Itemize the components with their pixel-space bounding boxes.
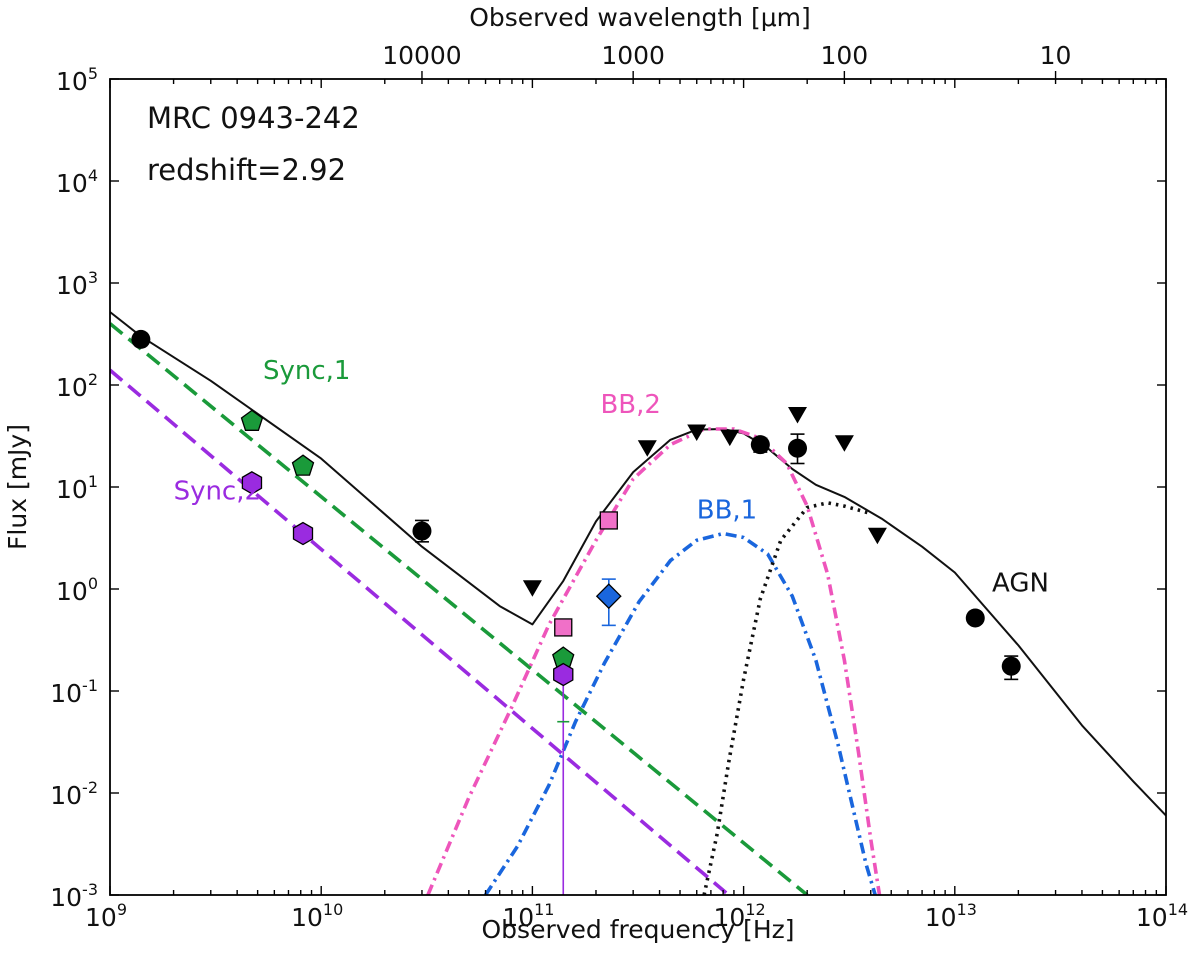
y-tick-exponent: -3 [82, 880, 98, 899]
upper-limits-marker [522, 580, 542, 597]
x-tick-label: 1014 [1136, 900, 1188, 932]
upper-limits-marker [687, 424, 707, 441]
sync-1-points-marker [240, 409, 264, 431]
x-tick-exponent: 10 [323, 900, 343, 919]
series-label-sync-1: Sync,1 [263, 356, 350, 386]
top-x-axis-label: Observed wavelength [μm] [469, 3, 811, 32]
detections-marker [1001, 656, 1021, 676]
x-tick-base: 10 [1136, 903, 1168, 932]
y-tick-exponent: 2 [88, 370, 98, 389]
series-line-sync-1 [110, 322, 809, 895]
x-tick-exponent: 13 [957, 900, 977, 919]
x-tick-base: 10 [502, 903, 534, 932]
y-axis-label: Flux [mJy] [3, 424, 32, 550]
x-tick-label: 1013 [925, 900, 977, 932]
y-tick-label: 102 [56, 370, 98, 402]
y-tick-base: 10 [56, 475, 88, 504]
upper-limits-marker [637, 440, 657, 457]
y-tick-base: 10 [56, 67, 88, 96]
sync-2-points-marker [553, 662, 574, 687]
axis-ticks: 109 1010 1011 1012 1013 101410-310-210-110010… [50, 41, 1188, 932]
y-tick-exponent: 4 [88, 166, 98, 185]
bb-2-points-marker [599, 511, 618, 530]
detections-marker [788, 438, 808, 458]
x-tick-label: 1011 [502, 900, 554, 932]
chart-title: MRC 0943-242 [147, 101, 360, 135]
bb-1-points-marker [595, 583, 622, 610]
upper-limits-marker [834, 435, 854, 452]
upper-limits-marker [720, 429, 740, 447]
top-tick-label: 10000 [382, 41, 462, 70]
y-tick-label: 105 [56, 64, 98, 96]
x-tick-exponent: 12 [745, 900, 765, 919]
x-tick-exponent: 14 [1168, 900, 1188, 919]
detections-marker [131, 329, 151, 349]
y-tick-base: 10 [56, 169, 88, 198]
y-tick-exponent: -2 [82, 778, 98, 797]
y-tick-base: 10 [50, 883, 82, 912]
x-tick-base: 10 [925, 903, 957, 932]
bb-2-points-marker [554, 618, 573, 637]
y-tick-base: 10 [50, 781, 82, 810]
x-tick-label: 1010 [291, 900, 343, 932]
series-label-sync-2: Sync,2 [174, 477, 261, 507]
sync-2-points-marker [292, 521, 314, 546]
upper-limits-marker [788, 407, 807, 424]
y-tick-exponent: 5 [88, 64, 98, 83]
y-tick-label: 10-3 [50, 880, 98, 912]
series-line-agn [702, 501, 872, 895]
chart-subtitle: redshift=2.92 [147, 153, 346, 187]
y-tick-base: 10 [50, 679, 82, 708]
y-tick-label: 104 [56, 166, 98, 198]
x-tick-exponent: 9 [117, 900, 127, 919]
series-line-bb-1 [483, 531, 877, 895]
y-tick-label: 103 [56, 268, 98, 300]
sync-2-points-marker [241, 471, 263, 495]
x-tick-base: 10 [85, 903, 117, 932]
x-tick-exponent: 11 [534, 900, 554, 919]
top-tick-label: 10 [1040, 41, 1072, 70]
model-curves [110, 311, 1166, 895]
detections-marker [750, 435, 770, 455]
series-line-sync-2 [110, 368, 730, 895]
x-tick-label: 1012 [714, 900, 766, 932]
sync-1-points-marker [291, 454, 315, 476]
x-tick-label: 109 [85, 900, 127, 932]
y-tick-label: 10-1 [50, 676, 98, 708]
series-label-bb-1: BB,1 [697, 496, 757, 526]
top-tick-label: 1000 [601, 41, 665, 70]
detections-marker [412, 521, 432, 541]
y-tick-label: 100 [56, 574, 98, 606]
series-line-bb-2 [426, 427, 882, 895]
data-points: Sync,1 Sync,2 BB,2 BB,1 AGN [131, 329, 1049, 895]
y-tick-label: 10-2 [50, 778, 98, 810]
y-tick-base: 10 [56, 271, 88, 300]
y-tick-exponent: 1 [88, 472, 98, 491]
y-tick-exponent: 3 [88, 268, 98, 287]
x-tick-base: 10 [714, 903, 746, 932]
x-tick-base: 10 [291, 903, 323, 932]
y-tick-base: 10 [56, 577, 88, 606]
detections-marker [965, 608, 985, 628]
series-label-agn: AGN [992, 568, 1049, 598]
y-tick-exponent: 0 [88, 574, 98, 593]
top-tick-label: 100 [821, 41, 869, 70]
x-axis-label: Observed frequency [Hz] [482, 915, 795, 944]
y-tick-label: 101 [56, 472, 98, 504]
y-tick-base: 10 [56, 373, 88, 402]
y-tick-exponent: -1 [82, 676, 98, 695]
upper-limits-marker [867, 527, 887, 545]
series-label-bb-2: BB,2 [600, 390, 660, 420]
